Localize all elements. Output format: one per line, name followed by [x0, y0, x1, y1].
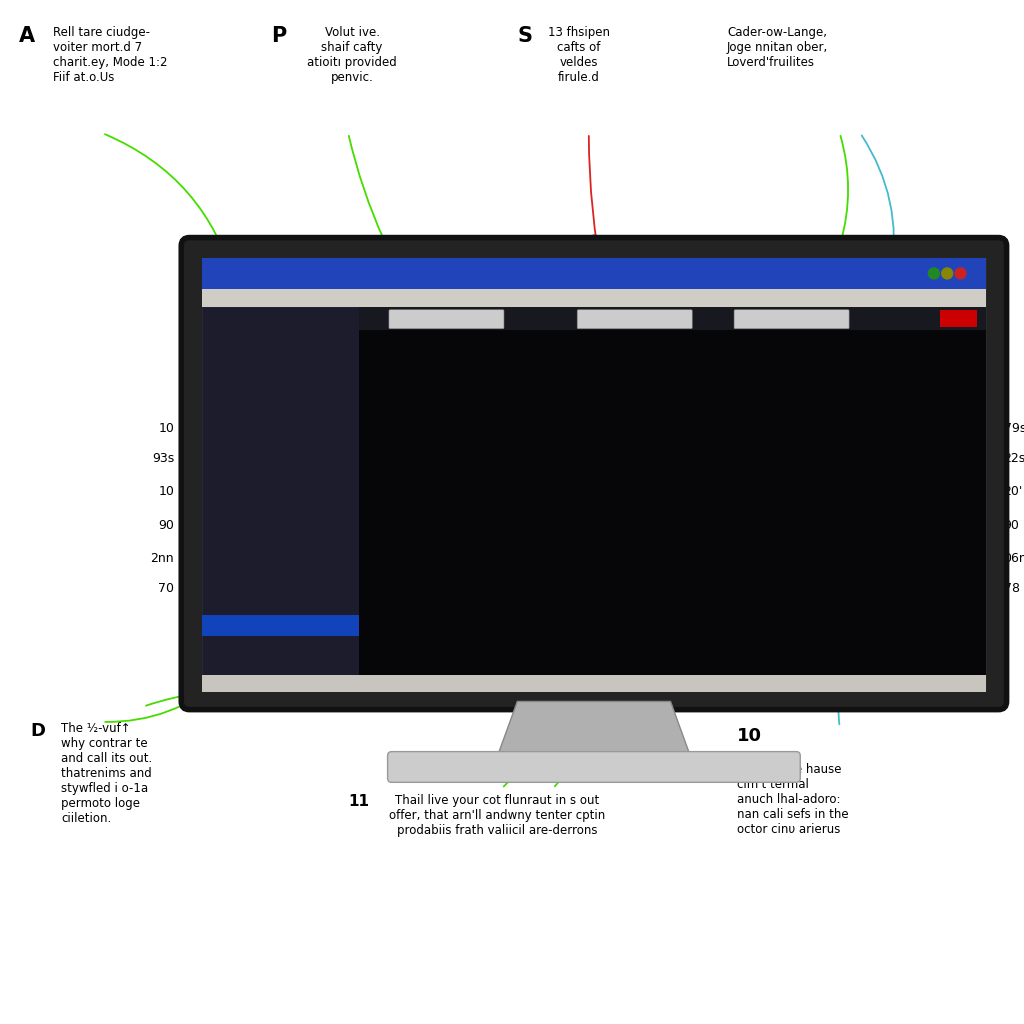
Text: CRMosinnenes: CRMosinnenes: [206, 360, 251, 366]
Text: 78: 78: [1004, 583, 1020, 595]
Text: Vilai slivm ulo: Vilai slivm ulo: [206, 651, 255, 656]
Text: Inline flinst torm  Sit :  limit #l: Inline flinst torm Sit : limit #l: [583, 316, 656, 321]
Text: Volut ive.
shaif cafty
atioitı provided
penvic.: Volut ive. shaif cafty atioitı provided …: [307, 26, 397, 84]
Text: 10: 10: [158, 422, 174, 434]
Text: Solivyd Dilect.: Solivyd Dilect.: [206, 584, 255, 589]
Text: Dinates: di: Dinates: di: [212, 681, 239, 685]
Text: Nayflo: Nayflo: [739, 316, 755, 321]
Text: P: P: [271, 26, 287, 46]
Text: Crock t the hause
cim't termal
anuch lhal-adoro:
nan cali sefs in the
octor cinυ: Crock t the hause cim't termal anuch lha…: [737, 763, 849, 836]
Text: 79s: 79s: [1004, 422, 1024, 434]
Text: Malc  FT  Dumplings/Dump/Freess / Malm: Malc FT Dumplings/Dump/Freess / Malm: [207, 271, 349, 275]
Text: The ½-vuf↑
why contrar te
and call its out.
thatrenims and
stywfled i o-1a
permo: The ½-vuf↑ why contrar te and call its o…: [61, 722, 153, 825]
Text: D: D: [31, 722, 46, 740]
Text: 2nn: 2nn: [151, 552, 174, 564]
Text: Dibuction: Dibuction: [206, 561, 236, 566]
Text: Drinfaults: Drinfaults: [206, 539, 239, 544]
Text: File: File: [210, 296, 219, 300]
Text: Rell tare ciudge-
voiter mort.d 7
charit.ey, Mode 1:2
Fiif at.o.Us: Rell tare ciudge- voiter mort.d 7 charit…: [53, 26, 168, 84]
Text: 20': 20': [1004, 485, 1023, 498]
Text: S.III 0: S.III 0: [478, 681, 492, 685]
Text: 90: 90: [1004, 519, 1020, 531]
Text: Equipped: Equipped: [323, 296, 348, 300]
Text: Blet fals STO Camal: Blet fals STO Camal: [206, 629, 267, 634]
Text: lo: lo: [206, 383, 213, 388]
Text: Thail live your cot flunraut in s out
offer, that arn'll andwny tenter cptin
pro: Thail live your cot flunraut in s out of…: [389, 794, 605, 837]
Text: 06m: 06m: [1004, 552, 1024, 564]
Text: S: S: [517, 26, 532, 46]
Text: Loan: Loan: [379, 296, 392, 300]
Text: 10: 10: [737, 727, 762, 745]
Text: Module Frequel: Module Frequel: [206, 338, 258, 343]
Text: 13 fhsipen
cafts of
veldes
firule.d: 13 fhsipen cafts of veldes firule.d: [548, 26, 610, 84]
Text: 93s: 93s: [152, 453, 174, 465]
Text: 90: 90: [158, 519, 174, 531]
Text: 1: 1: [611, 681, 614, 685]
Text: 3.IB 0: 3.IB 0: [345, 681, 359, 685]
Text: Streams: Streams: [206, 315, 232, 321]
Text: disconnected: disconnected: [394, 316, 427, 321]
Text: Dinguistics/Cropsmitico: Dinguistics/Cropsmitico: [744, 681, 802, 685]
Text: Jove: Jove: [435, 296, 446, 300]
Text: 22s: 22s: [1004, 453, 1024, 465]
Text: Cader-ow-Lange,
Joge nnitan ober,
Loverd'fruilites: Cader-ow-Lange, Joge nnitan ober, Loverd…: [727, 26, 828, 69]
Text: 10: 10: [158, 485, 174, 498]
Text: A: A: [18, 26, 35, 46]
Text: ■: ■: [953, 313, 964, 324]
Text: Minismou: Minismou: [206, 606, 231, 611]
Text: 70: 70: [158, 583, 174, 595]
Text: Dat: Dat: [266, 296, 276, 300]
Text: 11: 11: [348, 794, 370, 809]
